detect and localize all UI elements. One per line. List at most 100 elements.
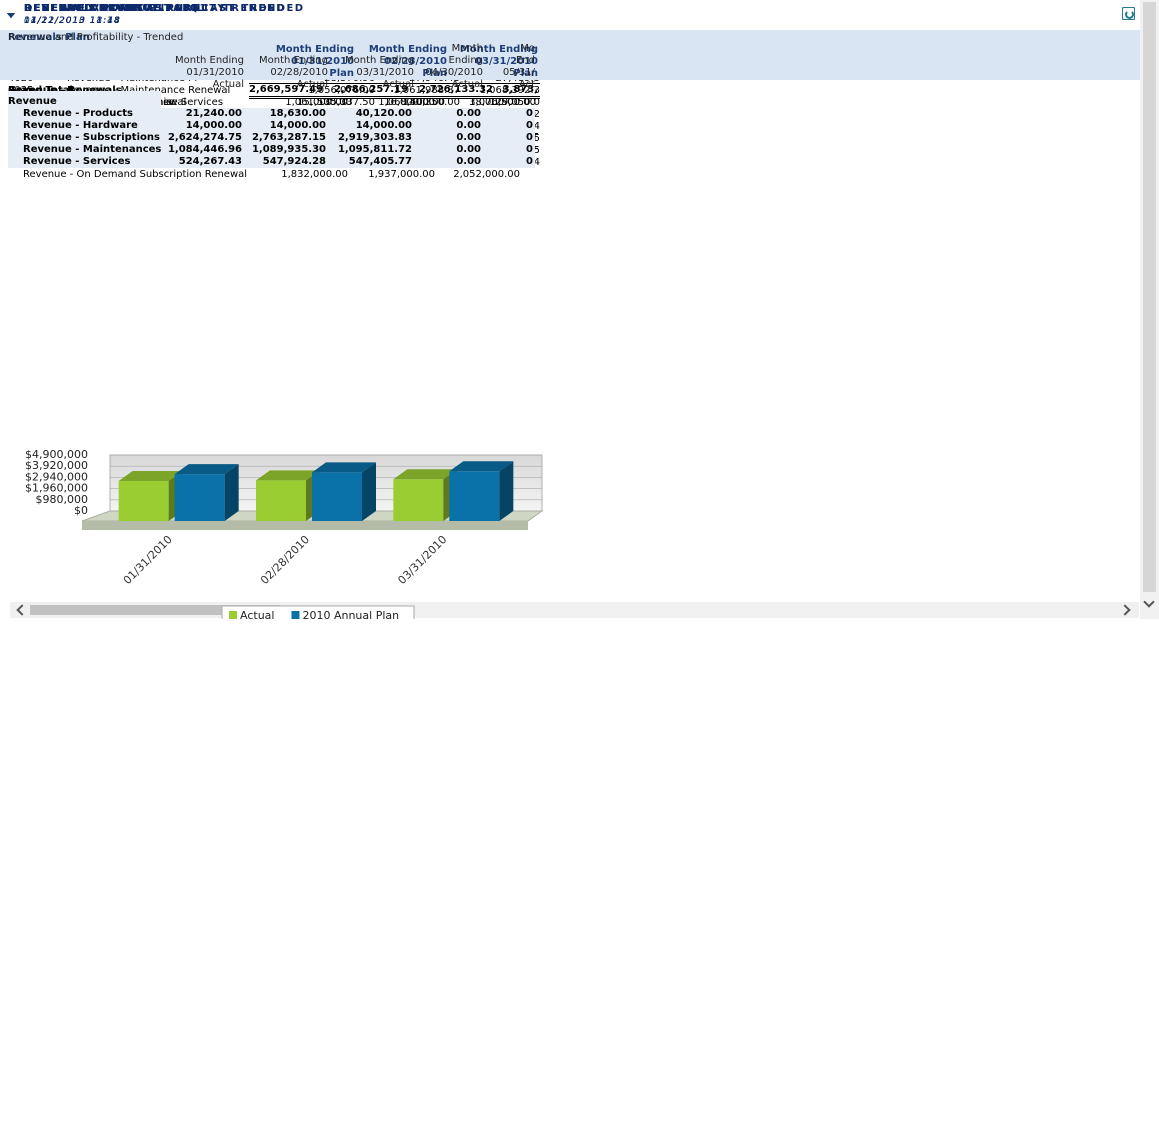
header-row: RevenueMonth Ending01/31/2010ActualMonth… [8, 43, 535, 91]
table-cell: 0.00 [456, 108, 481, 119]
table-cell: 4055 [8, 121, 34, 132]
header-line: 02/28/2010 [384, 56, 447, 67]
table-cell: 0 [526, 144, 533, 155]
header-line: Actual [296, 79, 328, 90]
table-cell: 4025 [8, 85, 34, 96]
table-cell: 1,089,935.30 [251, 144, 326, 155]
column-header: Month Ending 02/28/2010 Plan [354, 43, 447, 80]
table-cell: 0 [526, 108, 533, 119]
panel-body: Revenue and Profitability - Trended Reven… [0, 30, 1159, 619]
table-cell: Grand Total [8, 84, 73, 96]
table-cell: 261,652.06 [402, 145, 460, 156]
table-cell: 547,405.77 [348, 156, 412, 167]
table-cell: Revenue - On Demand Subscription [23, 157, 202, 168]
table-cell: Revenue - Renewals [8, 134, 122, 146]
table-cell: 2,052,000.00 [453, 169, 520, 180]
scroll-left[interactable] [16, 604, 28, 616]
panel-title: REVENUE AND PROFITABILITY - TRENDED [24, 3, 305, 14]
table-row: 4030 Revenue - On Premise Services 135,337… [8, 97, 542, 109]
table-cell: 4030 [8, 97, 34, 108]
table-cell: 2,919,303.83 [337, 132, 412, 143]
scroll-thumb[interactable] [30, 605, 280, 615]
refresh-button[interactable] [1122, 7, 1135, 20]
table-cell: Revenue - Maintenance Renewal [23, 121, 187, 132]
table-cell: 14,300.00 [297, 145, 348, 156]
table-cell: 2,624,274.75 [167, 132, 242, 143]
header-line: Act [518, 79, 535, 90]
table-cell: 1,068,500.00 [368, 121, 435, 132]
table-cell: 1,095,811.72 [337, 144, 412, 155]
page-scroll-thumb[interactable] [1143, 2, 1156, 592]
table-row: Revenue - Hardware 14,000.00 14,000.00 14,0… [8, 120, 535, 132]
table-cell: 15,000.00 [297, 97, 348, 108]
horizontal-scrollbar[interactable] [10, 602, 1139, 618]
table-cell: 3,873, [495, 83, 540, 99]
table-cell: Revenue - Products [23, 108, 133, 119]
table-cell: Revenue - Maintenances [23, 144, 161, 155]
table-row: Revenue - On Demand Support Renewal 256,5… [8, 121, 538, 134]
page-scroll-down[interactable] [1143, 596, 1155, 608]
table-cell: 28,698.38 [297, 109, 348, 120]
table-row: Revenue - Services 524,267.43 547,924.28 54… [8, 156, 535, 168]
table-cell: 0.00 [456, 120, 481, 131]
header-band [0, 30, 1157, 80]
table-row: Revenue - Maintenance Renewal 1,061,500.0… [8, 97, 538, 109]
panel-timestamp: 11/22/2013 11:18 [24, 16, 121, 26]
table-cell: 1,076,500.00 [453, 121, 520, 132]
table-cell: 1,061,500.00 [285, 97, 352, 108]
column-header: Mo End 05/31/Act [483, 43, 535, 91]
table-cell: 4065 [8, 145, 34, 156]
table-cell: 140,350.00 [402, 97, 460, 108]
header-line: 01/31/2010 [291, 56, 354, 67]
table-cell: Revenue - Maintenance [23, 109, 141, 120]
panel-timestamp: 11/22/2013 11:18 [24, 16, 121, 26]
table-row: Revenue - Subscriptions 2,624,274.75 2,763… [8, 132, 535, 144]
header-line: Month Ending [368, 44, 447, 55]
table-cell: Revenue - On Premise Services [23, 133, 180, 144]
header-line: Month Ending [275, 44, 354, 55]
table-cell: Revenue - On Premise Services [67, 97, 224, 108]
table-cell: 239,229.25 [317, 145, 375, 156]
table-cell: 1,885,534.4 [479, 121, 540, 132]
table-cell: 3,150,000.00 [274, 133, 354, 149]
table-cell: 547,924.28 [262, 156, 326, 167]
table-row: Revenue - On Demand Subscription Renewal… [8, 169, 522, 181]
header-line: 05/31/ [502, 67, 535, 78]
table-row: Revenue - Products 21,240.00 18,630.00 40,1… [8, 108, 535, 120]
header-line: Month Ending [345, 55, 414, 66]
table-row: Revenue - Maintenance Renewal 1,061,500.0… [8, 121, 522, 133]
header-line: Ending [448, 55, 483, 66]
table-cell: Revenue [8, 85, 57, 96]
panel: REVENUE AND PROFITABILITY - TRENDED 04/11… [0, 3, 1157, 1131]
table-cell: Revenue - On Demand Subscription Renewal [23, 169, 248, 180]
panel-title: REVENUE VERSUS PLAN Q1 - TRENDED [24, 3, 286, 14]
table-cell: 1,076,500.00 [469, 97, 536, 108]
column-header: Month Ending 01/31/2010 Plan [274, 43, 354, 80]
table-cell: 1,785,963.33 [393, 121, 460, 132]
table-cell: 598,199.2 [489, 109, 540, 120]
table-cell: Revenue - On Demand Support Renewal [23, 121, 225, 133]
table-row: Grand Total 2,669,597.49 2,686,257.19 2,726… [8, 83, 540, 99]
table-row: Revenue - Renewals 3,150,000.00 3,289,000.… [8, 133, 538, 149]
table-cell: Revenue - Hardware [23, 145, 125, 156]
header-line: Month Ending [175, 55, 244, 66]
header-row: Revenue - RenewalsMonth Ending01/31/2010… [8, 43, 538, 80]
header-line: Actual [212, 79, 244, 90]
collapse-toggle[interactable] [7, 13, 15, 18]
table-cell: Revenue - On Premise License [23, 97, 175, 108]
scroll-right[interactable] [1119, 604, 1131, 616]
refresh-glyph [1125, 10, 1134, 19]
panel-timestamp: 11/22/2013 11:18 [24, 16, 121, 26]
table-cell: 129,050.0 [489, 97, 540, 108]
table-cell: Revenue - On Demand Subscription [67, 109, 246, 120]
header-line: Month [451, 43, 483, 54]
table-cell: 311,500.00 [478, 121, 536, 132]
table-cell: Revenue - Maintenance Renewal [67, 85, 231, 96]
page-scrollbar[interactable] [1140, 0, 1159, 619]
table-cell: 27,741.93 [469, 109, 520, 120]
table-cell: 610,000.00 [377, 157, 435, 168]
table-cell: 14,000.00 [185, 120, 242, 131]
column-header: Month Ending 03/31/2010 Plan [447, 43, 538, 80]
panel: REVENUE VERSUS PLAN Q1 - TRENDED 11/22/20… [0, 3, 1153, 947]
report-subtitle: Renewals Plan [8, 32, 90, 43]
